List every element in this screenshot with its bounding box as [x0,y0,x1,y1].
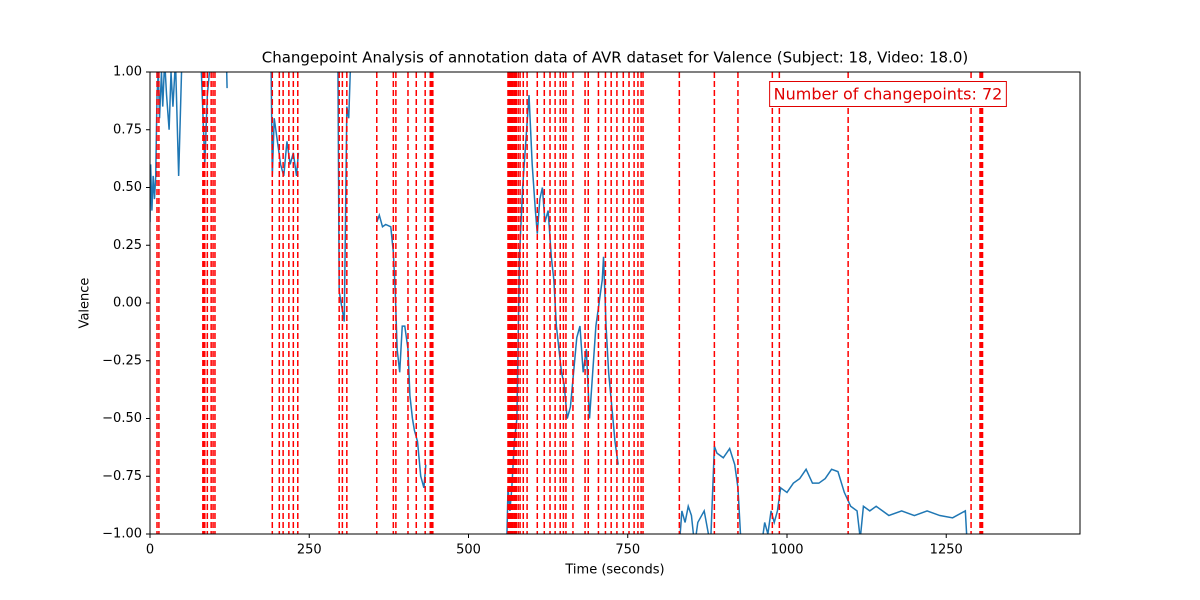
y-tick-label: −0.50 [102,411,142,426]
annotation: Number of changepoints: 72 [774,85,1003,104]
x-tick-label: 1000 [770,543,803,558]
annotation-box [769,81,1007,107]
y-tick-label: 0.25 [113,238,142,253]
y-tick-label: −0.25 [102,353,142,368]
y-tick-label: −0.75 [102,469,142,484]
plot-frame [149,71,1081,535]
y-tick-label: 0.00 [113,296,142,311]
x-tick-label: 500 [456,543,481,558]
y-tick-label: 0.50 [113,180,142,195]
y-axis-label: Valence [78,278,93,329]
y-tick-label: −1.00 [102,527,142,542]
x-tick-label: 0 [146,543,154,558]
plot-area [150,72,984,534]
x-axis-label: Time (seconds) [564,563,664,578]
x-tick-label: 1250 [930,543,963,558]
x-tick-label: 250 [297,543,322,558]
y-tick-label: 1.00 [113,65,142,80]
chart-title: Changepoint Analysis of annotation data … [262,49,969,67]
y-tick-label: 0.75 [113,122,142,137]
x-tick-label: 750 [615,543,640,558]
